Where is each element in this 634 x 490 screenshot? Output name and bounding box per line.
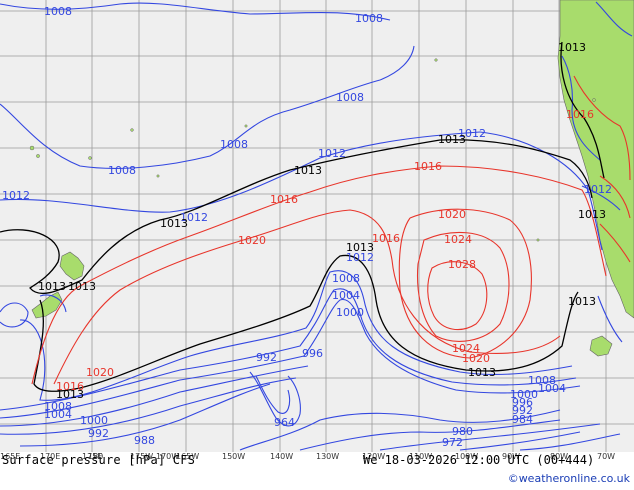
lon-label: 150W bbox=[222, 452, 245, 461]
lon-label: 80W bbox=[550, 452, 568, 461]
isobar-label: 1012 bbox=[2, 189, 30, 202]
south-island-new-zealand bbox=[31, 291, 63, 319]
isobar-label: 992 bbox=[512, 404, 533, 417]
isobar-label: 1020 bbox=[238, 234, 266, 247]
isobar-label: 1013 bbox=[438, 133, 466, 146]
isobar-labels: 1008 1008 1008 1008 1008 1012 1012 1012 … bbox=[2, 5, 612, 449]
lon-label: 100W bbox=[455, 452, 478, 461]
isobar-label: 1008 bbox=[220, 138, 248, 151]
isobar-label: 972 bbox=[442, 436, 463, 449]
isobar-label: 1013 bbox=[56, 388, 84, 401]
isobar-label: 1012 bbox=[458, 127, 486, 140]
lon-label: 170E bbox=[40, 452, 60, 461]
isobar-label: 988 bbox=[134, 434, 155, 447]
lon-label: 175E bbox=[82, 452, 102, 461]
north-island-new-zealand bbox=[59, 251, 85, 281]
lon-label: 110W bbox=[409, 452, 432, 461]
tierra-del-fuego bbox=[589, 335, 613, 357]
isobar-label: 1013 bbox=[160, 217, 188, 230]
isobar-label: 1016 bbox=[414, 160, 442, 173]
isobar-label: 1016 bbox=[56, 380, 84, 393]
isobar-label: 1008 bbox=[528, 374, 556, 387]
isobar-label: 1008 bbox=[44, 5, 72, 18]
isobar-label: 1008 bbox=[332, 272, 360, 285]
isobar-label: 1012 bbox=[318, 147, 346, 160]
isobar-label: 1020 bbox=[86, 366, 114, 379]
lon-label: 130W bbox=[316, 452, 339, 461]
isobar-label: 964 bbox=[274, 416, 295, 429]
lat-lon-grid bbox=[0, 0, 634, 452]
isobar-label: 992 bbox=[256, 351, 277, 364]
isobar-label: 1013 bbox=[578, 208, 606, 221]
isobar-label: 1000 bbox=[80, 414, 108, 427]
isobar-label: 1013 bbox=[346, 241, 374, 254]
isobar-label: 1012 bbox=[584, 183, 612, 196]
isobar-label: 1004 bbox=[332, 289, 360, 302]
isobar-label: 1020 bbox=[462, 352, 490, 365]
isobar-label: 1008 bbox=[44, 400, 72, 413]
isobar-label: 996 bbox=[302, 347, 323, 360]
isobar-label: 1016 bbox=[566, 108, 594, 121]
isobar-label: 984 bbox=[512, 413, 533, 426]
lon-label: 180 bbox=[88, 452, 103, 461]
lon-label: 90W bbox=[502, 452, 520, 461]
isobar-label: 1012 bbox=[346, 251, 374, 264]
lon-label: 140W bbox=[270, 452, 293, 461]
mean-pressure-isobar bbox=[0, 41, 605, 392]
isobar-label: 1013 bbox=[568, 295, 596, 308]
isobar-label: 1013 bbox=[38, 280, 66, 293]
isobar-label: 1013 bbox=[68, 280, 96, 293]
lon-label: 70W bbox=[597, 452, 615, 461]
high-pressure-isobars bbox=[31, 75, 631, 385]
isobar-label: 1013 bbox=[468, 366, 496, 379]
isobar-label: 996 bbox=[512, 396, 533, 409]
isobar-label: 1008 bbox=[108, 164, 136, 177]
isobar-label: 1004 bbox=[538, 382, 566, 395]
isobar-label: 1013 bbox=[294, 164, 322, 177]
isobar-label: 1020 bbox=[438, 208, 466, 221]
islands bbox=[29, 58, 596, 242]
isobar-label: 1028 bbox=[448, 258, 476, 271]
low-pressure-isobars bbox=[0, 1, 633, 451]
lon-label: 175W bbox=[130, 452, 153, 461]
lon-label: 165W bbox=[176, 452, 199, 461]
isobar-label: 1012 bbox=[180, 211, 208, 224]
credit-link[interactable]: ©weatheronline.co.uk bbox=[507, 472, 630, 485]
isobar-label: 992 bbox=[88, 427, 109, 440]
sea-area bbox=[0, 0, 634, 452]
valid-time: We 18-03-2026 12:00 UTC (00+444) bbox=[363, 453, 595, 467]
isobar-label: 1000 bbox=[336, 306, 364, 319]
isobar-label: 1008 bbox=[355, 12, 383, 25]
isobar-label: 1024 bbox=[444, 233, 472, 246]
lon-label: 165E bbox=[0, 452, 20, 461]
map-title: Surface pressure [hPa] CFS bbox=[2, 453, 196, 467]
lon-label: 170W bbox=[156, 452, 179, 461]
isobar-label: 1000 bbox=[510, 388, 538, 401]
isobar-label: 1004 bbox=[44, 408, 72, 421]
lon-label: 120W bbox=[362, 452, 385, 461]
longitude-labels: 165E 170E 175E 180 175W 165W 150W 140W 1… bbox=[0, 452, 615, 461]
isobar-label: 1016 bbox=[372, 232, 400, 245]
isobar-label: 1024 bbox=[452, 342, 480, 355]
isobar-label: 1013 bbox=[558, 41, 586, 54]
isobar-label: 1016 bbox=[270, 193, 298, 206]
land-masses bbox=[31, 0, 634, 357]
isobar-label: 980 bbox=[452, 425, 473, 438]
isobar-label: 1008 bbox=[336, 91, 364, 104]
